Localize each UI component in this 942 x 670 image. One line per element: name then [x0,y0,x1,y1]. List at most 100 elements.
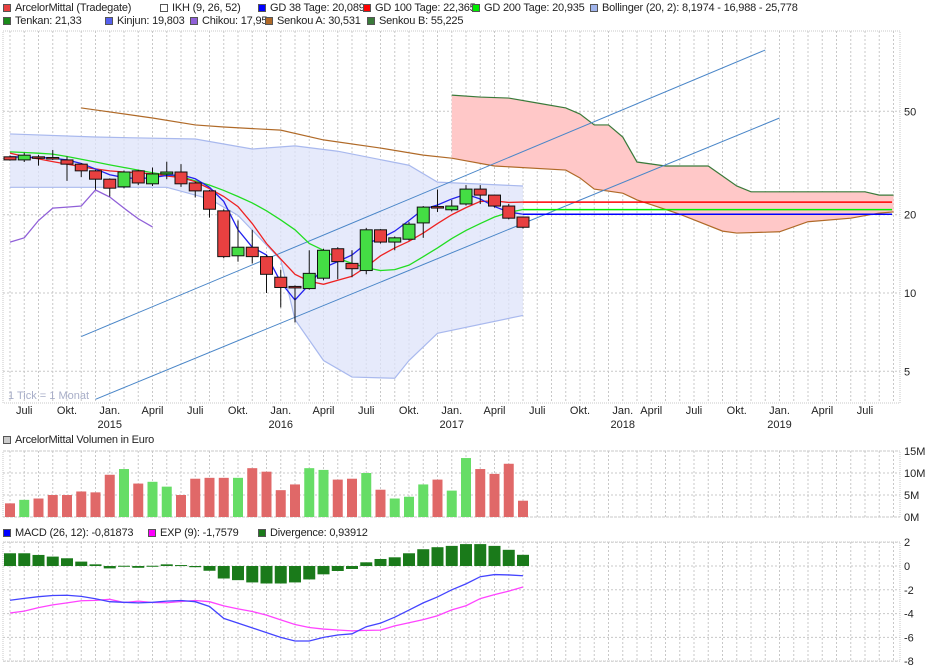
legend-label: Chikou: 17,95 [202,15,268,27]
divergence-bar [4,553,16,566]
bollinger-lower-line [10,186,524,379]
volume-legend-swatch-icon [3,436,11,444]
legend-label: ArcelorMittal (Tradegate) [15,2,132,14]
volume-bar [190,478,201,517]
macd-y-tick-label: -6 [904,632,914,644]
volume-bar [47,495,58,517]
macd-y-tick-label: 0 [904,561,910,573]
legend-swatch-icon [148,529,156,537]
x-tick-label: Jan. [99,405,120,417]
price-y-tick-label: 10 [904,288,916,300]
legend-swatch-icon [472,4,480,12]
volume-bar [446,490,457,517]
candle-down [217,210,231,258]
x-tick-year-label: 2018 [611,419,635,431]
candle-down [274,276,288,288]
divergence-bar [246,566,259,583]
candle-up [160,171,174,175]
candle-up [388,237,402,243]
x-tick-label: Juli [358,405,375,417]
legend-label: Kinjun: 19,803 [117,15,185,27]
candle-down [46,157,60,160]
volume-bar [5,503,15,517]
bollinger-band-area [10,133,523,379]
volume-bar [318,469,329,517]
x-tick-label: April [640,405,662,417]
candle-down [288,285,302,289]
candle-down [431,206,444,209]
legend-swatch-icon [367,17,375,25]
candle-down [103,178,117,189]
candle-up [317,249,330,279]
legend-swatch-icon [160,4,168,12]
legend-swatch-icon [590,4,598,12]
candle-up [146,173,159,185]
trend-channel-line [95,117,780,400]
x-tick-label: Juli [187,405,204,417]
divergence-bar [445,545,458,566]
volume-bar [489,473,500,517]
legend-label: IKH (9, 26, 52) [172,2,241,14]
divergence-bar [517,554,529,566]
volume-bar [33,498,44,517]
candle-up [359,229,373,272]
ichimoku-cloud-area [451,95,894,234]
main-legend-item: Kinjun: 19,803 [105,15,185,27]
x-tick-label: April [312,405,334,417]
volume-bar [247,468,258,517]
volume-bar [275,490,286,517]
divergence-bar [289,566,301,583]
volume-bar [347,478,357,517]
main-legend-item: GD 38 Tage: 20,089 [258,2,365,14]
divergence-bar [217,566,230,579]
divergence-bar [488,545,501,566]
senkou-a-line [81,107,894,234]
candle-down [245,246,259,258]
divergence-bar [331,566,344,571]
x-tick-label: Okt. [399,405,419,417]
divergence-bar [260,566,273,584]
divergence-bar [474,544,487,566]
divergence-bar [502,549,515,566]
main-legend-item: Bollinger (20, 2): 8,1974 - 16,988 - 25,… [590,2,798,14]
x-tick-label: Jan. [270,405,291,417]
volume-bar [233,477,243,517]
x-tick-label: Juli [529,405,546,417]
divergence-bar [417,549,430,566]
legend-label: GD 38 Tage: 20,089 [270,2,365,14]
legend-label: GD 200 Tage: 20,935 [484,2,585,14]
legend-label: Tenkan: 21,33 [15,15,82,27]
volume-bar [361,473,372,517]
x-tick-label: Okt. [228,405,248,417]
candle-down [331,248,345,263]
macd-y-tick-label: -8 [904,656,914,668]
candle-down [374,229,387,243]
candle-up [416,206,430,224]
divergence-bar [175,565,187,567]
divergence-bar [388,557,401,566]
volume-bar [62,495,72,517]
divergence-bar [303,566,316,580]
legend-label: GD 100 Tage: 22,365 [375,2,476,14]
candle-down [174,171,188,185]
x-tick-year-label: 2015 [98,419,122,431]
candle-up [302,272,316,290]
candle-down [188,182,202,192]
volume-bar [432,479,443,517]
divergence-bar [146,565,159,567]
volume-bar [290,484,300,517]
volume-bar [418,484,429,517]
x-tick-label: April [811,405,833,417]
divergence-bar [46,556,59,566]
x-tick-label: Okt. [57,405,77,417]
volume-y-tick-label: 10M [904,468,925,480]
legend-swatch-icon [105,17,113,25]
legend-swatch-icon [363,4,371,12]
volume-y-tick-label: 15M [904,446,925,458]
divergence-bar [189,566,202,568]
divergence-bar [317,566,330,575]
volume-bar [404,496,414,517]
main-legend-item: IKH (9, 26, 52) [160,2,241,14]
candle-up [402,223,416,240]
senkou-b-line [451,94,894,196]
